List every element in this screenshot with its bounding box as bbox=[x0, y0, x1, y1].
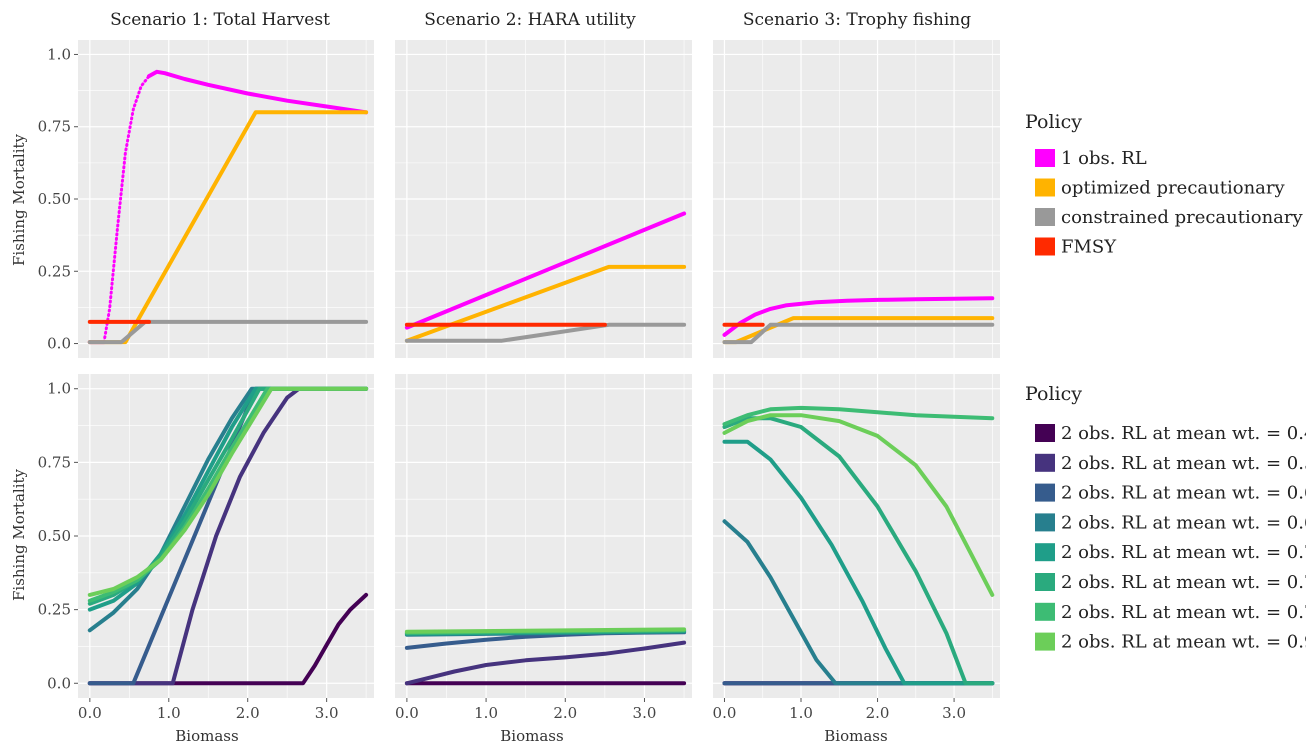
x-tick-label: 1.0 bbox=[157, 704, 181, 722]
y-tick-label: 1.0 bbox=[47, 380, 71, 398]
legend-bottom-item-label: 2 obs. RL at mean wt. = 0.75 bbox=[1061, 602, 1306, 623]
series-line-2-obs-rl-at-mean-wt-0-49 bbox=[87, 592, 369, 686]
legend-bottom-title: Policy bbox=[1025, 383, 1082, 405]
legend-top-item-swatch bbox=[1035, 237, 1055, 256]
series-line-constrained-precautionary bbox=[87, 319, 369, 345]
x-tick-label: 3.0 bbox=[633, 704, 657, 722]
x-tick-label: 3.0 bbox=[942, 704, 966, 722]
panel-grid: 0.0 0.25 0.50 0.75 1.0 0.0 0.25 0.50 0.75 1.0 0.0 1… bbox=[38, 40, 1000, 722]
x-axis-title-3: Biomass bbox=[824, 727, 887, 745]
panel-2 bbox=[395, 40, 692, 358]
x-tick-label: 0.0 bbox=[395, 704, 419, 722]
panel-3 bbox=[713, 40, 1000, 358]
series-line-1-obs-rl bbox=[404, 211, 687, 330]
y-tick-label: 0.75 bbox=[38, 453, 71, 471]
series-group bbox=[87, 69, 369, 345]
legend-top: Policy 1 obs. RL optimized precautionary c… bbox=[1025, 111, 1304, 258]
series-line-2-obs-rl-at-mean-wt-0-59 bbox=[404, 640, 687, 686]
legend-bottom-item-swatch bbox=[1035, 602, 1055, 621]
legend-bottom-item-swatch bbox=[1035, 483, 1055, 502]
legend-bottom-item-swatch bbox=[1035, 453, 1055, 472]
y-tick-label: 0.50 bbox=[38, 190, 71, 208]
legend-bottom-item-swatch bbox=[1035, 424, 1055, 442]
series-line-optimized-precautionary bbox=[404, 264, 687, 343]
legend-bottom-item-swatch bbox=[1035, 573, 1055, 591]
legend-bottom-item-label: 2 obs. RL at mean wt. = 0.73 bbox=[1061, 572, 1306, 593]
panel-1: 0.0 0.25 0.50 0.75 1.0 bbox=[38, 40, 374, 358]
legend-bottom-item-label: 2 obs. RL at mean wt. = 0.63 bbox=[1061, 483, 1306, 504]
y-tick-label: 0.25 bbox=[38, 262, 71, 280]
series-line-constrained-precautionary bbox=[404, 322, 687, 343]
x-tick-label: 1.0 bbox=[789, 704, 813, 722]
series-line-2-obs-rl-at-mean-wt-0-59 bbox=[87, 386, 369, 686]
y-tick-label: 0.25 bbox=[38, 601, 71, 619]
x-tick-label: 2.0 bbox=[553, 704, 577, 722]
x-tick-label: 3.0 bbox=[315, 704, 339, 722]
legend-bottom-item-swatch bbox=[1035, 543, 1055, 562]
y-tick-label: 1.0 bbox=[47, 45, 71, 63]
x-axis-title-2: Biomass bbox=[500, 727, 563, 745]
series-group bbox=[722, 405, 995, 686]
panel-5: 0.0 1.0 2.0 3.0 bbox=[395, 374, 692, 722]
x-axis-title-1: Biomass bbox=[175, 727, 238, 745]
legend-bottom-item-label: 2 obs. RL at mean wt. = 0.71 bbox=[1061, 542, 1306, 563]
y-tick-label: 0.0 bbox=[47, 335, 71, 353]
series-line-1-obs-rl bbox=[102, 74, 151, 344]
legend-top-item-label: 1 obs. RL bbox=[1061, 148, 1147, 169]
series-group bbox=[87, 386, 369, 686]
series-group bbox=[722, 296, 995, 345]
series-line-2-obs-rl-at-mean-wt-0-92 bbox=[404, 627, 687, 634]
x-tick-label: 0.0 bbox=[713, 704, 737, 722]
legend-top-item-label: FMSY bbox=[1061, 237, 1117, 258]
y-axis-title-bottom: Fishing Mortality bbox=[10, 468, 28, 601]
series-line-2-obs-rl-at-mean-wt-0-68 bbox=[87, 386, 369, 633]
panel-4: 0.0 0.25 0.50 0.75 1.0 0.0 1.0 2.0 3.0 bbox=[38, 374, 374, 722]
series-line-2-obs-rl-at-mean-wt-0-92 bbox=[722, 413, 995, 597]
y-tick-label: 0.50 bbox=[38, 527, 71, 545]
series-line-1-obs-rl bbox=[722, 296, 995, 337]
legend-top-title: Policy bbox=[1025, 111, 1082, 133]
legend-bottom-item-label: 2 obs. RL at mean wt. = 0.68 bbox=[1061, 512, 1306, 533]
series-line-2-obs-rl-at-mean-wt-0-75 bbox=[722, 405, 995, 427]
legend-bottom-item-swatch bbox=[1035, 632, 1055, 651]
legend-bottom-item-label: 2 obs. RL at mean wt. = 0.92 bbox=[1061, 632, 1306, 653]
column-title-2: Scenario 2: HARA utility bbox=[424, 10, 636, 30]
legend-bottom-item-label: 2 obs. RL at mean wt. = 0.59 bbox=[1061, 453, 1306, 474]
series-line-2-obs-rl-at-mean-wt-0-71 bbox=[722, 439, 995, 686]
series-group bbox=[404, 211, 687, 343]
legend-top-item-swatch bbox=[1035, 208, 1055, 226]
series-line-2-obs-rl-at-mean-wt-0-92 bbox=[87, 386, 369, 597]
legend-bottom-item-swatch bbox=[1035, 513, 1055, 532]
series-line-1-obs-rl bbox=[147, 69, 369, 115]
x-tick-label: 1.0 bbox=[474, 704, 498, 722]
series-line-2-obs-rl-at-mean-wt-0-71 bbox=[87, 386, 369, 612]
y-axis-title-top: Fishing Mortality bbox=[10, 133, 28, 266]
legend-top-item-swatch bbox=[1035, 149, 1055, 167]
column-title-3: Scenario 3: Trophy fishing bbox=[743, 10, 971, 30]
x-tick-label: 2.0 bbox=[866, 704, 890, 722]
legend-bottom: Policy 2 obs. RL at mean wt. = 0.49 2 obs… bbox=[1025, 383, 1306, 653]
y-tick-label: 0.75 bbox=[38, 118, 71, 136]
series-line-constrained-precautionary bbox=[722, 322, 995, 345]
legend-top-item-label: constrained precautionary bbox=[1061, 207, 1304, 228]
column-title-1: Scenario 1: Total Harvest bbox=[110, 10, 330, 30]
legend-top-item-swatch bbox=[1035, 178, 1055, 197]
series-group bbox=[404, 627, 687, 686]
x-tick-label: 2.0 bbox=[236, 704, 260, 722]
legend-bottom-item-label: 2 obs. RL at mean wt. = 0.49 bbox=[1061, 423, 1306, 444]
x-tick-label: 0.0 bbox=[78, 704, 102, 722]
legend-top-item-label: optimized precautionary bbox=[1061, 178, 1285, 199]
series-line-2-obs-rl-at-mean-wt-0-68 bbox=[722, 519, 995, 686]
panel-6: 0.0 1.0 2.0 3.0 bbox=[713, 374, 1000, 722]
y-tick-label: 0.0 bbox=[47, 674, 71, 692]
